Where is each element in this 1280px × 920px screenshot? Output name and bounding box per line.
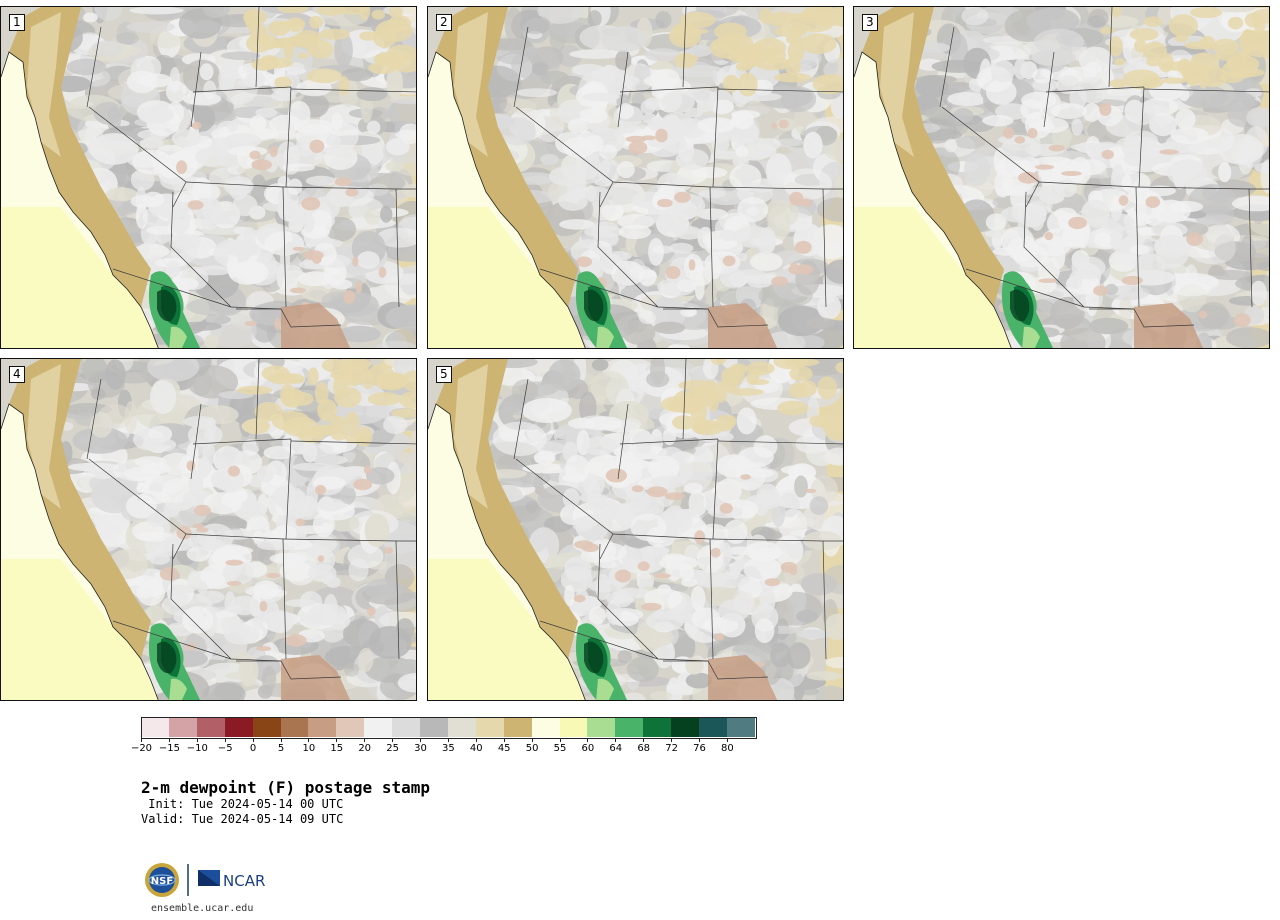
colorbar-tick-label: 68 [637, 743, 651, 754]
colorbar-tick [308, 738, 310, 742]
colorbar-tick [615, 738, 617, 742]
colorbar-tick-label: 76 [693, 743, 706, 754]
colorbar-tick-label: 45 [497, 743, 511, 754]
colorbar-tick [392, 738, 394, 742]
svg-text:NSF: NSF [151, 876, 173, 887]
chart-title: 2-m dewpoint (F) postage stamp [141, 778, 430, 797]
colorbar-tick [531, 738, 533, 742]
member-number-label: 4 [9, 366, 25, 383]
ensemble-member-panel-1: 1 [0, 6, 417, 349]
colorbar-tick [196, 738, 198, 742]
colorbar-tick-label: 30 [414, 743, 427, 754]
colorbar-tick-label: 5 [277, 743, 285, 754]
colorbar-tick-label: 35 [442, 743, 455, 754]
colorbar-swatch [196, 717, 226, 737]
colorbar-swatch [447, 717, 477, 737]
colorbar-tick-label: 25 [386, 743, 399, 754]
colorbar-tick-label: 72 [665, 743, 678, 754]
colorbar-tick [475, 738, 477, 742]
ensemble-member-panel-2: 2 [427, 6, 844, 349]
colorbar-swatch [726, 717, 756, 737]
colorbar-tick [141, 738, 142, 742]
colorbar-tick-label: −15 [158, 743, 180, 754]
colorbar-tick [420, 738, 421, 742]
colorbar-swatch [280, 717, 309, 737]
colorbar-tick-label: 10 [302, 743, 316, 754]
ensemble-member-panel-3: 3 [853, 6, 1270, 349]
colorbar-tick [587, 738, 589, 742]
valid-time: Valid: Tue 2024-05-14 09 UTC [141, 812, 344, 826]
colorbar-tick-label: 80 [721, 743, 734, 754]
colorbar-swatch [615, 717, 644, 737]
ensemble-member-panel-4: 4 [0, 358, 417, 701]
colorbar-swatch [141, 717, 170, 737]
colorbar-tick [336, 738, 338, 742]
colorbar-tick-label: −5 [217, 743, 233, 754]
colorbar-tick-label: 20 [358, 743, 372, 754]
colorbar-swatch [308, 717, 337, 737]
colorbar-swatch [392, 717, 421, 737]
colorbar-tick [671, 738, 673, 742]
colorbar-swatch [531, 717, 561, 737]
colorbar-tick [252, 738, 254, 742]
colorbar-swatch [336, 717, 365, 737]
colorbar-tick-label: 55 [553, 743, 567, 754]
colorbar-swatch [699, 717, 728, 737]
colorbar-tick-label: −10 [186, 743, 208, 754]
dewpoint-map-4 [1, 359, 416, 700]
colorbar-tick [726, 738, 728, 742]
colorbar-tick [643, 738, 645, 742]
colorbar-tick-label: 64 [609, 743, 623, 754]
colorbar-tick-label: 0 [249, 743, 257, 754]
member-number-label: 2 [436, 14, 452, 31]
dewpoint-map-2 [428, 7, 843, 348]
colorbar-tick [280, 738, 282, 742]
colorbar-swatch [503, 717, 533, 737]
dewpoint-map-5 [428, 359, 843, 700]
colorbar-tick-label: 15 [330, 743, 344, 754]
nsf-ncar-logo: NSF NCAR [145, 863, 265, 897]
member-number-label: 5 [436, 366, 452, 383]
colorbar-tick [699, 738, 700, 742]
colorbar-tick [168, 738, 170, 742]
colorbar-tick [224, 738, 226, 742]
colorbar-tick-label: 50 [525, 743, 539, 754]
colorbar-swatch [587, 717, 616, 737]
colorbar-swatch [475, 717, 505, 737]
footer-url: ensemble.ucar.edu [151, 903, 254, 914]
colorbar-tick [447, 738, 449, 742]
ensemble-member-panel-5: 5 [427, 358, 844, 701]
colorbar-swatch [224, 717, 254, 737]
ncar-logo-icon: NCAR [198, 870, 265, 890]
member-number-label: 3 [862, 14, 878, 31]
colorbar-swatch [559, 717, 588, 737]
member-number-label: 1 [9, 14, 25, 31]
colorbar-swatch [671, 717, 700, 737]
colorbar-tick [364, 738, 366, 742]
colorbar-tick-label: 40 [469, 743, 483, 754]
colorbar-swatch [364, 717, 393, 737]
colorbar-swatch [168, 717, 198, 737]
colorbar-tick [503, 738, 505, 742]
colorbar-tick-label: 60 [581, 743, 595, 754]
nsf-logo-icon: NSF [145, 863, 179, 897]
colorbar-tick-label: −20 [130, 743, 153, 754]
dewpoint-colorbar [141, 717, 756, 738]
colorbar-swatch [643, 717, 672, 737]
svg-text:NCAR: NCAR [223, 872, 265, 890]
dewpoint-map-3 [854, 7, 1269, 348]
init-time: Init: Tue 2024-05-14 00 UTC [141, 797, 344, 811]
dewpoint-map-1 [1, 7, 416, 348]
colorbar-tick [559, 738, 561, 742]
colorbar-swatch [420, 717, 449, 737]
colorbar-swatch [252, 717, 282, 737]
